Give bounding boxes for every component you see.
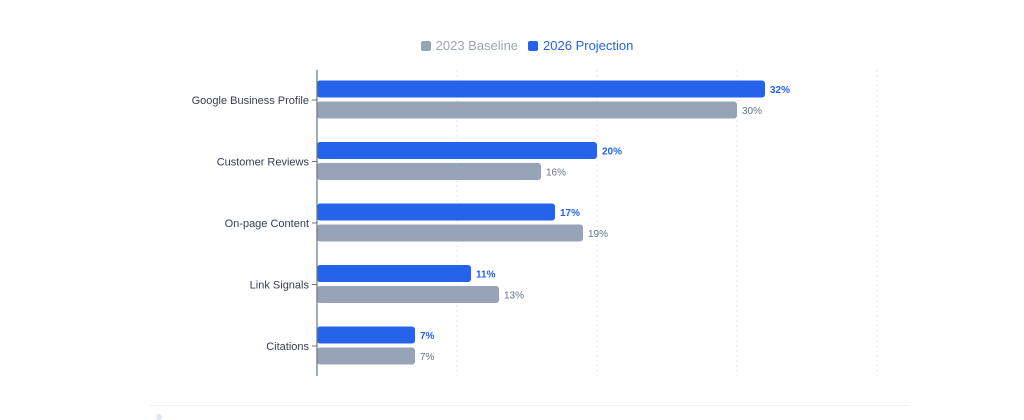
projection-value-label: 7% [420,331,435,342]
projection-bar [317,265,471,282]
footer-divider [150,405,910,406]
category-label: Link Signals [250,280,310,292]
legend-item-projection[interactable]: 2026 Projection [528,38,633,53]
baseline-bar [317,224,583,242]
projection-value-label: 17% [560,208,580,219]
projection-bar [317,203,555,221]
projection-bar [317,326,415,344]
category-label: On-page Content [225,218,309,230]
category-label: Customer Reviews [217,157,310,169]
projection-swatch [528,40,539,51]
baseline-bar [317,347,415,365]
category-label: Citations [266,341,309,353]
baseline-value-label: 7% [420,352,435,363]
baseline-value-label: 19% [588,229,608,240]
baseline-bar [317,286,499,303]
baseline-value-label: 30% [742,106,762,117]
baseline-value-label: 13% [504,291,524,302]
category-label: Google Business Profile [192,95,309,107]
legend-label-baseline: 2023 Baseline [435,38,519,53]
legend-label-projection: 2026 Projection [543,38,634,53]
projection-value-label: 20% [602,147,622,158]
baseline-swatch [420,40,431,51]
baseline-bar [317,101,737,119]
projection-bar [317,80,765,98]
projection-value-label: 11% [476,270,496,281]
legend-item-baseline[interactable]: 2023 Baseline [420,38,519,53]
projection-bar [317,142,597,159]
baseline-bar [317,163,541,180]
footer-indicator [156,414,162,420]
chart-legend: 2023 Baseline 2026 Projection [0,38,1024,53]
projection-value-label: 32% [770,85,790,96]
baseline-value-label: 16% [546,168,566,179]
